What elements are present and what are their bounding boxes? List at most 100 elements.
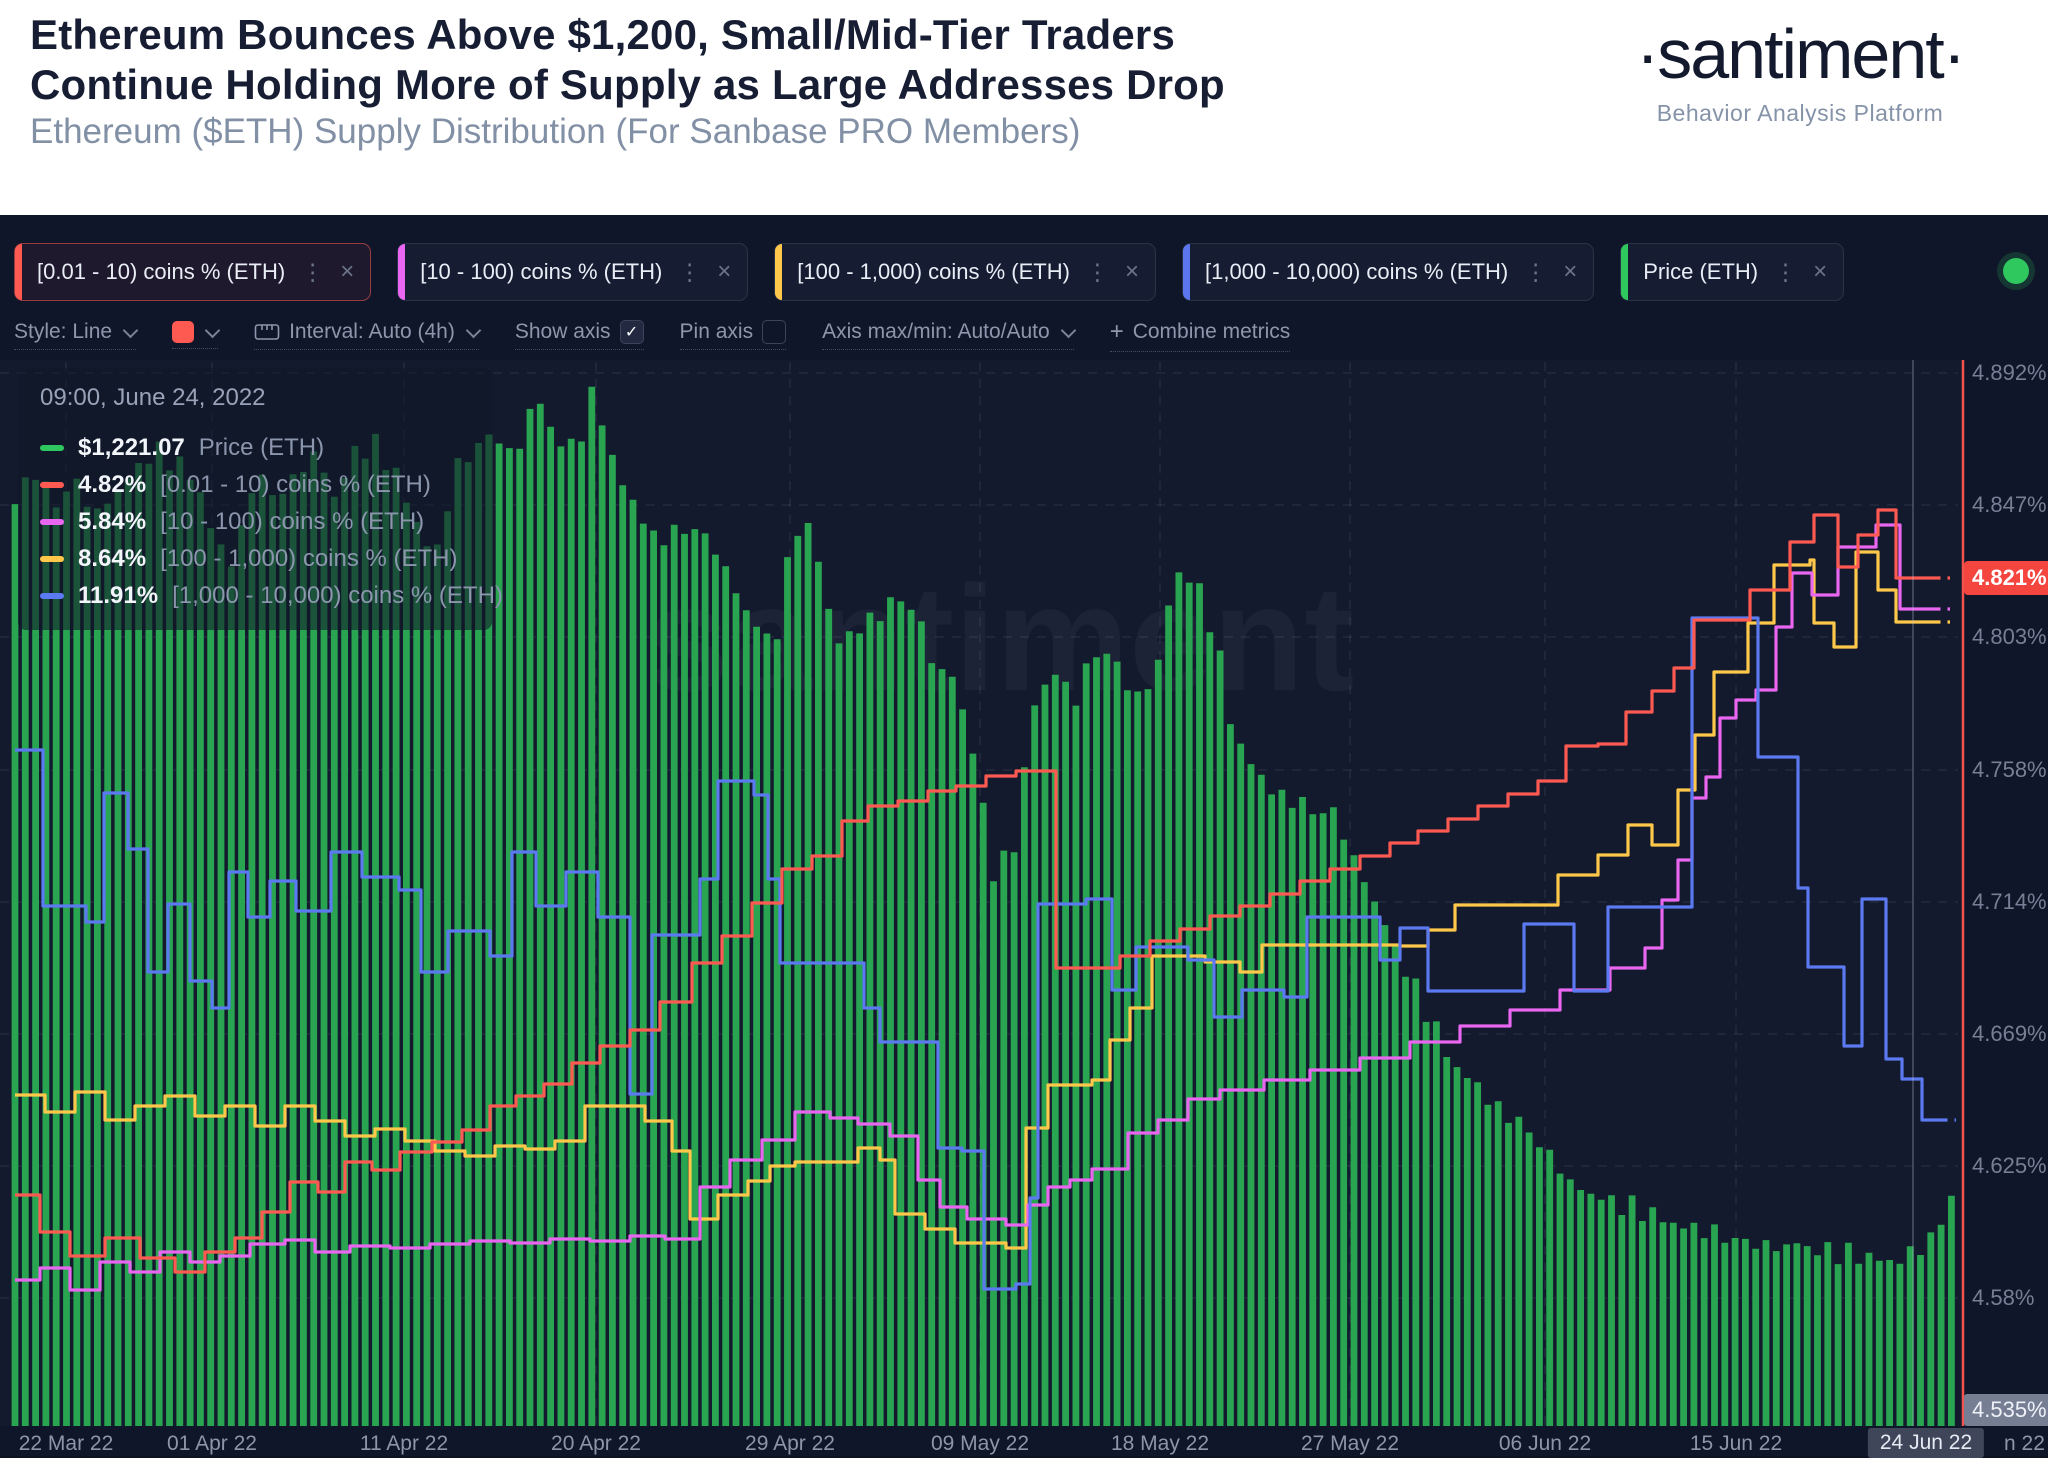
metric-chip-1[interactable]: [10 - 100) coins % (ETH) ⋮ × <box>397 243 749 301</box>
tooltip-row-1: 4.82% [0.01 - 10) coins % (ETH) <box>40 471 470 499</box>
metric-chip-4[interactable]: Price (ETH) ⋮ × <box>1620 243 1845 301</box>
x-axis-tick-9: 15 Jun 22 <box>1689 1432 1783 1455</box>
last-value-badge: 4.821% <box>1964 561 2048 595</box>
x-axis-tick-8: 06 Jun 22 <box>1498 1432 1592 1455</box>
metric-chip-label: [100 - 1,000) coins % (ETH) <box>797 259 1070 284</box>
x-axis-tick-6: 18 May 22 <box>1110 1432 1210 1455</box>
color-swatch[interactable] <box>172 321 195 343</box>
show-axis-toggle[interactable]: Show axis ✓ <box>514 320 644 350</box>
interval-dropdown[interactable]: Interval: Auto (4h) <box>254 320 482 350</box>
metric-chip-0[interactable]: [0.01 - 10) coins % (ETH) ⋮ × <box>14 243 372 301</box>
tooltip-label: [10 - 100) coins % (ETH) <box>160 508 425 535</box>
series-dash-icon <box>40 593 64 599</box>
tooltip-row-3: 8.64% [100 - 1,000) coins % (ETH) <box>40 545 470 573</box>
partial-date-label: n 22 <box>2004 1432 2045 1455</box>
y-axis-tick-3: 4.758% <box>1972 757 2047 782</box>
page-header: Ethereum Bounces Above $1,200, Small/Mid… <box>0 0 2048 215</box>
tooltip-value: 4.82% <box>78 471 147 498</box>
tooltip-label: [1,000 - 10,000) coins % (ETH) <box>172 582 503 609</box>
y-axis-tick-4: 4.714% <box>1972 889 2047 914</box>
crosshair-date-badge: 24 Jun 22 <box>1867 1428 1985 1458</box>
show-axis-label: Show axis <box>514 320 611 343</box>
metric-color-bar <box>1182 244 1190 300</box>
tooltip-value: 5.84% <box>78 508 147 535</box>
axis-min-badge: 4.535% <box>1964 1394 2048 1426</box>
metric-chip-label: [1,000 - 10,000) coins % (ETH) <box>1204 259 1509 284</box>
logo-tagline: Behavior Analysis Platform <box>1656 100 1944 126</box>
page-subtitle: Ethereum ($ETH) Supply Distribution (For… <box>30 112 1081 151</box>
y-axis-tick-2: 4.803% <box>1972 624 2047 649</box>
metric-menu-icon[interactable]: ⋮ <box>1085 258 1109 285</box>
series-dash-icon <box>40 482 64 488</box>
live-status-dot <box>2003 258 2029 284</box>
svg-text:santiment: santiment <box>646 554 1354 722</box>
y-axis-tick-1: 4.847% <box>1972 492 2047 517</box>
chart-plot-area[interactable]: santiment <box>0 360 2048 1426</box>
chevron-down-icon <box>122 322 139 338</box>
x-axis-tick-0: 22 Mar 22 <box>18 1432 114 1455</box>
x-axis-tick-2: 11 Apr 22 <box>359 1432 449 1455</box>
metric-close-icon[interactable]: × <box>340 258 355 285</box>
metric-menu-icon[interactable]: ⋮ <box>1524 258 1548 285</box>
x-axis-tick-3: 20 Apr 22 <box>551 1432 641 1455</box>
metric-close-icon[interactable]: × <box>1813 258 1828 285</box>
tooltip-label: [0.01 - 10) coins % (ETH) <box>160 471 431 498</box>
tooltip-timestamp: 09:00, June 24, 2022 <box>40 384 266 411</box>
metric-menu-icon[interactable]: ⋮ <box>301 258 325 285</box>
metric-color-bar <box>775 244 783 300</box>
metric-menu-icon[interactable]: ⋮ <box>1774 258 1798 285</box>
style-label: Style: Line <box>14 320 113 343</box>
x-axis-tick-7: 27 May 22 <box>1300 1432 1400 1455</box>
x-axis-tick-4: 29 Apr 22 <box>745 1432 835 1455</box>
chart-tooltip: 09:00, June 24, 2022 $1,221.07 Price (ETH… <box>18 368 503 630</box>
y-axis-tick-0: 4.892% <box>1972 360 2047 385</box>
axis-maxmin-label: Axis max/min: Auto/Auto <box>822 320 1050 343</box>
chevron-down-icon <box>465 322 482 338</box>
tooltip-value: 11.91% <box>78 582 159 609</box>
interval-ruler-icon <box>254 324 280 340</box>
metric-color-bar <box>15 244 22 300</box>
metric-close-icon[interactable]: × <box>1124 258 1139 285</box>
x-axis-tick-1: 01 Apr 22 <box>167 1432 257 1455</box>
tooltip-rows: $1,221.07 Price (ETH) 4.82% [0.01 - 10) coi… <box>40 434 503 610</box>
metric-close-icon[interactable]: × <box>1563 258 1578 285</box>
pin-axis-checkbox[interactable] <box>762 320 787 344</box>
tooltip-row-4: 11.91% [1,000 - 10,000) coins % (ETH) <box>40 582 503 610</box>
santiment-logo-block: ·santiment· Behavior Analysis Platform <box>1560 14 2040 127</box>
tooltip-label: Price (ETH) <box>198 434 325 461</box>
pin-axis-toggle[interactable]: Pin axis <box>679 320 787 350</box>
metric-chips-row: [0.01 - 10) coins % (ETH) ⋮ × [10 - 100) co… <box>14 243 1845 301</box>
series-dash-icon <box>40 519 64 525</box>
tooltip-value: 8.64% <box>78 545 147 572</box>
combine-metrics-button[interactable]: + Combine metrics <box>1109 318 1291 352</box>
y-axis-tick-6: 4.625% <box>1972 1153 2047 1178</box>
chevron-down-icon <box>1060 322 1076 338</box>
tooltip-row-2: 5.84% [10 - 100) coins % (ETH) <box>40 508 470 536</box>
show-axis-checkbox[interactable]: ✓ <box>619 320 644 344</box>
metric-chip-label: [0.01 - 10) coins % (ETH) <box>37 259 286 284</box>
x-axis-tick-5: 09 May 22 <box>930 1432 1030 1455</box>
page-title-line1: Ethereum Bounces Above $1,200, Small/Mid… <box>30 11 1176 58</box>
metric-chip-2[interactable]: [100 - 1,000) coins % (ETH) ⋮ × <box>774 243 1156 301</box>
tooltip-value: $1,221.07 <box>78 434 185 461</box>
metric-color-bar <box>398 244 406 300</box>
metric-close-icon[interactable]: × <box>717 258 732 285</box>
metric-chip-3[interactable]: [1,000 - 10,000) coins % (ETH) ⋮ × <box>1181 243 1595 301</box>
plus-icon: + <box>1109 318 1124 345</box>
chart-section: [0.01 - 10) coins % (ETH) ⋮ × [10 - 100) co… <box>0 215 2048 1458</box>
style-dropdown[interactable]: Style: Line <box>14 320 139 350</box>
metric-menu-icon[interactable]: ⋮ <box>678 258 702 285</box>
chevron-down-icon <box>204 322 221 338</box>
metric-chip-label: Price (ETH) <box>1643 259 1759 284</box>
chart-toolbar: Style: Line Interval: Auto (4h) Show axi… <box>14 315 1291 355</box>
tooltip-label: [100 - 1,000) coins % (ETH) <box>160 545 458 572</box>
combine-metrics-label: Combine metrics <box>1132 320 1291 343</box>
tooltip-row-0: $1,221.07 Price (ETH) <box>40 434 470 462</box>
interval-label: Interval: Auto (4h) <box>289 320 455 343</box>
y-axis-tick-5: 4.669% <box>1972 1021 2047 1046</box>
color-picker[interactable] <box>172 321 221 349</box>
metric-color-bar <box>1621 244 1629 300</box>
axis-maxmin-dropdown[interactable]: Axis max/min: Auto/Auto <box>822 320 1076 350</box>
metric-chip-label: [10 - 100) coins % (ETH) <box>420 259 663 284</box>
y-axis-tick-7: 4.58% <box>1972 1285 2035 1310</box>
